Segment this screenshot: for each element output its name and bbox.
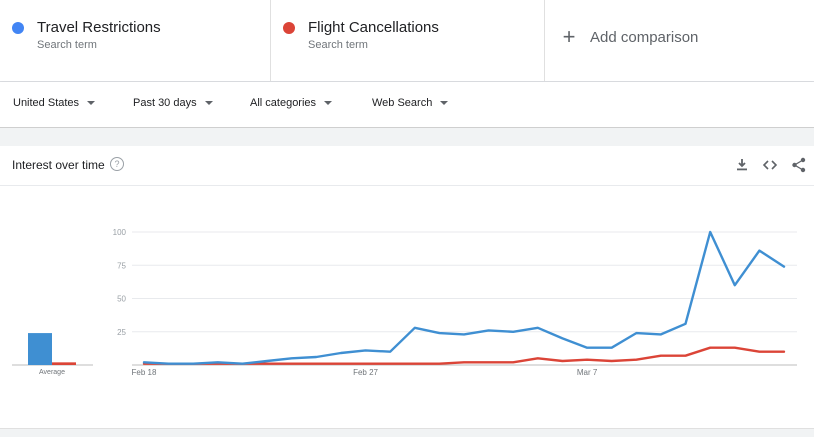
term-name: Travel Restrictions: [37, 19, 161, 36]
search-type-dropdown[interactable]: Web Search: [372, 97, 449, 109]
section-gap: [0, 128, 814, 146]
search-terms-bar: Travel Restrictions Search term Flight C…: [0, 0, 814, 82]
average-label: Average: [39, 369, 65, 376]
category-label: All categories: [250, 97, 317, 109]
y-tick-label: 100: [113, 228, 127, 237]
period-label: Past 30 days: [133, 97, 197, 109]
filter-bar: United States Past 30 days All categorie…: [0, 82, 814, 128]
plus-icon: +: [562, 24, 576, 49]
card-header: Interest over time ?: [0, 146, 814, 186]
add-comparison-label: Add comparison: [590, 28, 699, 46]
period-dropdown[interactable]: Past 30 days: [133, 97, 213, 109]
interest-over-time-card: Interest over time ? 25 50 75 100 Feb 18 Feb …: [0, 146, 814, 428]
term-flight-cancellations[interactable]: Flight Cancellations Search term: [271, 0, 545, 81]
y-tick-label: 25: [117, 328, 126, 337]
y-tick-label: 50: [117, 295, 126, 304]
question-icon[interactable]: ?: [110, 157, 124, 171]
term-subtitle: Search term: [37, 39, 97, 51]
share-icon[interactable]: [790, 156, 808, 174]
embed-icon[interactable]: [761, 156, 779, 174]
series-color-dot: [283, 22, 295, 34]
series-color-dot: [12, 22, 24, 34]
add-comparison-button[interactable]: + Add comparison: [560, 24, 699, 49]
region-label: United States: [13, 97, 80, 109]
chevron-down-icon: [87, 101, 96, 105]
x-tick-label: Feb 27: [353, 368, 378, 377]
category-dropdown[interactable]: All categories: [250, 97, 333, 109]
search-type-label: Web Search: [372, 97, 433, 109]
average-bar: [52, 362, 76, 365]
term-travel-restrictions[interactable]: Travel Restrictions Search term: [0, 0, 271, 81]
bottom-divider: [0, 428, 814, 437]
term-name: Flight Cancellations: [308, 19, 439, 36]
region-dropdown[interactable]: United States: [13, 97, 96, 109]
interest-chart: 25 50 75 100 Feb 18 Feb 27 Mar 7 Average: [12, 228, 797, 377]
term-subtitle: Search term: [308, 39, 368, 51]
card-title: Interest over time: [12, 158, 105, 172]
chevron-down-icon: [204, 101, 213, 105]
download-icon[interactable]: [733, 156, 751, 174]
chevron-down-icon: [324, 101, 333, 105]
chevron-down-icon: [440, 101, 449, 105]
y-tick-label: 75: [117, 261, 126, 270]
x-tick-label: Mar 7: [577, 368, 598, 377]
series-line-flight-cancellations: [142, 346, 786, 365]
average-bar: [28, 333, 52, 365]
x-tick-label: Feb 18: [132, 368, 157, 377]
series-line-travel-restrictions: [142, 230, 786, 365]
